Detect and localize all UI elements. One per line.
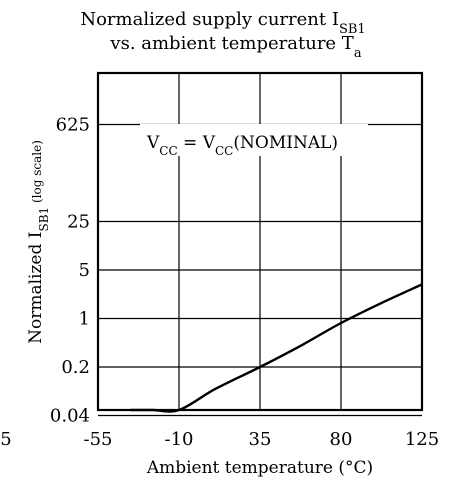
chart-title-line1-subscript: SB1 [339, 22, 366, 37]
x-tick-label: 35 [249, 429, 272, 450]
chart-title-line1: Normalized supply current ISB1 [80, 9, 365, 37]
y-tick-label: 1 [79, 309, 90, 330]
x-tick-label: -10 [165, 429, 194, 450]
chart-title-line2: vs. ambient temperature Ta [109, 33, 361, 61]
y-tick-label: 0.04 [50, 406, 90, 427]
x-tick-label: 80 [330, 429, 353, 450]
y-tick-label: 25 [67, 212, 90, 233]
y-tick-label: 625 [56, 115, 90, 136]
plot-frame [96, 71, 424, 412]
x-tick-label-cut: 5 [0, 429, 11, 450]
x-tick-label: 125 [405, 429, 439, 450]
annotation-background [140, 124, 368, 156]
y-tick-label: 0.2 [61, 357, 90, 378]
series-line [130, 283, 423, 413]
chart-title-line2-subscript: a [354, 46, 362, 61]
x-tick-label: -55 [84, 429, 113, 450]
x-axis-label: Ambient temperature (°C) [146, 458, 373, 478]
y-tick-label: 5 [79, 260, 90, 281]
y-axis-label: Normalized ISB1 (log scale) [26, 140, 51, 344]
vcc-annotation: VCC = VCC(NOMINAL) [146, 133, 338, 158]
